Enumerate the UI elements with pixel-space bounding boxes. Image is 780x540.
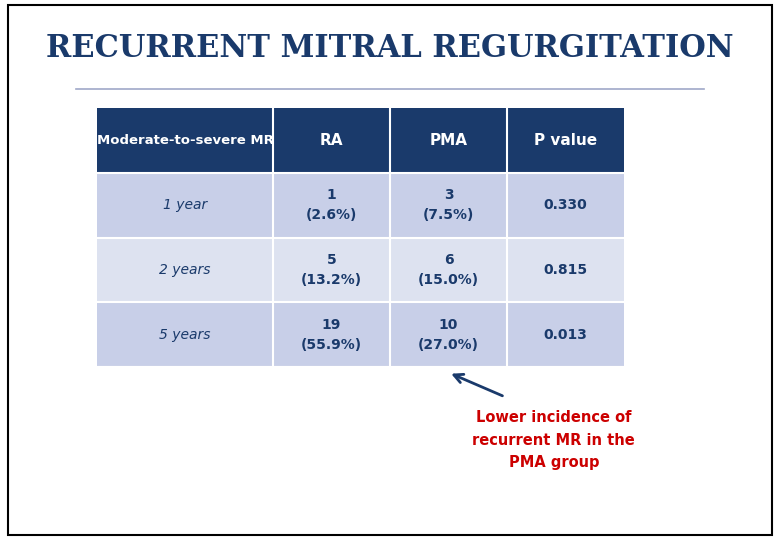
Text: 10
(27.0%): 10 (27.0%): [418, 318, 479, 352]
Text: 5 years: 5 years: [159, 328, 211, 342]
FancyBboxPatch shape: [390, 302, 507, 367]
FancyBboxPatch shape: [273, 238, 390, 302]
FancyBboxPatch shape: [507, 302, 624, 367]
Text: 1 year: 1 year: [163, 198, 207, 212]
Text: Moderate-to-severe MR: Moderate-to-severe MR: [97, 134, 274, 147]
Text: 5
(13.2%): 5 (13.2%): [301, 253, 362, 287]
FancyBboxPatch shape: [273, 108, 390, 173]
Text: 0.330: 0.330: [544, 198, 587, 212]
FancyBboxPatch shape: [507, 173, 624, 238]
Text: PMA: PMA: [430, 133, 467, 148]
Text: RA: RA: [320, 133, 343, 148]
FancyBboxPatch shape: [390, 108, 507, 173]
Text: 2 years: 2 years: [159, 263, 211, 277]
Text: 1
(2.6%): 1 (2.6%): [306, 188, 357, 222]
FancyBboxPatch shape: [98, 302, 273, 367]
FancyBboxPatch shape: [98, 108, 273, 173]
Text: Lower incidence of
recurrent MR in the
PMA group: Lower incidence of recurrent MR in the P…: [473, 410, 635, 470]
Text: 6
(15.0%): 6 (15.0%): [418, 253, 479, 287]
FancyBboxPatch shape: [390, 173, 507, 238]
FancyBboxPatch shape: [273, 173, 390, 238]
Text: 19
(55.9%): 19 (55.9%): [301, 318, 362, 352]
FancyBboxPatch shape: [273, 302, 390, 367]
Text: P value: P value: [534, 133, 597, 148]
Text: 0.815: 0.815: [544, 263, 587, 277]
FancyBboxPatch shape: [98, 238, 273, 302]
Text: 0.013: 0.013: [544, 328, 587, 342]
FancyBboxPatch shape: [98, 173, 273, 238]
FancyBboxPatch shape: [507, 108, 624, 173]
FancyBboxPatch shape: [507, 238, 624, 302]
FancyBboxPatch shape: [390, 238, 507, 302]
Text: 3
(7.5%): 3 (7.5%): [423, 188, 474, 222]
Text: RECURRENT MITRAL REGURGITATION: RECURRENT MITRAL REGURGITATION: [46, 33, 734, 64]
